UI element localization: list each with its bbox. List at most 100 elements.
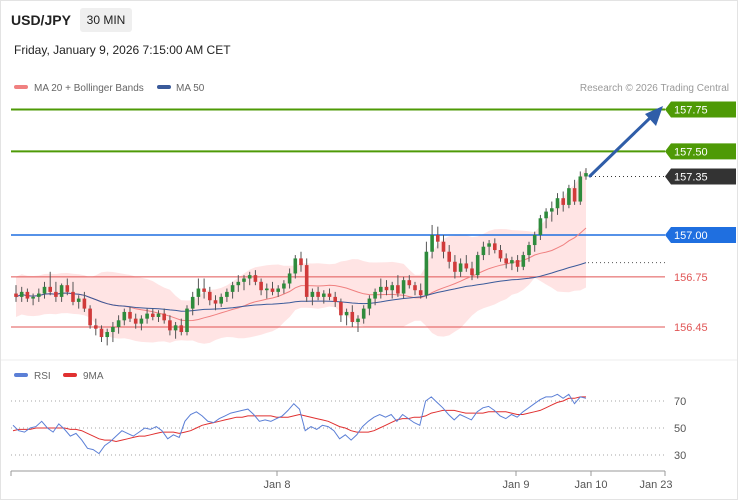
candle: [578, 171, 583, 205]
x-axis-labels: Jan 8 Jan 9 Jan 10 Jan 23: [10, 471, 673, 491]
candle: [379, 278, 383, 299]
candle: [356, 315, 360, 333]
candle: [236, 275, 241, 292]
candle: [151, 308, 155, 321]
candle: [481, 241, 486, 261]
candle: [31, 293, 35, 306]
candle: [190, 291, 195, 316]
candle: [464, 255, 469, 272]
candle: [561, 191, 565, 212]
symbol-title: USD/JPY: [11, 12, 71, 28]
candle: [441, 235, 446, 259]
level-156-75-label: 156.75: [674, 272, 708, 284]
candle: [498, 245, 503, 262]
candle: [584, 168, 588, 180]
level-157-00-tag: 157.00: [665, 227, 736, 243]
candle: [293, 255, 298, 279]
candle: [384, 280, 389, 296]
candle: [413, 281, 417, 296]
candle: [59, 283, 64, 302]
candle: [196, 278, 201, 306]
bollinger-band: [16, 168, 586, 344]
x-axis-label: Jan 10: [574, 479, 607, 491]
candle: [179, 318, 184, 336]
candle: [276, 285, 280, 297]
x-axis-label: Jan 9: [503, 479, 530, 491]
bollinger-band-area: [16, 168, 586, 344]
level-157-75-tag: 157.75: [665, 101, 736, 118]
candle: [19, 286, 24, 302]
candle: [71, 281, 75, 306]
candle: [202, 278, 206, 299]
ma50-legend-swatch: [157, 85, 171, 89]
ma20-legend-swatch: [14, 85, 28, 89]
chart-datetime: Friday, January 9, 2026 7:15:00 AM CET: [14, 43, 231, 57]
candle: [532, 231, 537, 252]
candle: [396, 275, 400, 297]
ma20-legend-label: MA 20 + Bollinger Bands: [34, 83, 144, 94]
rsi-ma-line: [12, 396, 586, 443]
candle: [287, 268, 292, 289]
candle: [156, 310, 161, 322]
candle: [493, 238, 497, 254]
candle: [550, 201, 554, 222]
candle: [173, 321, 178, 339]
candle: [99, 325, 104, 343]
level-157-75-label: 157.75: [674, 105, 708, 117]
candle: [373, 288, 377, 306]
rsi-line: [12, 393, 587, 455]
candle: [111, 321, 115, 343]
candle: [304, 258, 309, 302]
candle: [139, 315, 144, 331]
candle: [447, 245, 451, 269]
candle: [185, 305, 189, 336]
candle: [42, 281, 47, 299]
candle: [14, 285, 18, 302]
candle: [344, 308, 349, 326]
timeframe-button[interactable]: 30 MIN: [80, 8, 132, 32]
ma50-legend-label: MA 50: [176, 83, 205, 94]
candle: [94, 318, 98, 336]
candle: [424, 241, 429, 299]
candle: [316, 286, 320, 301]
candle: [567, 184, 571, 209]
candle: [430, 224, 434, 259]
candle: [407, 275, 412, 289]
candle: [572, 179, 577, 205]
candle: [327, 288, 332, 301]
candle: [487, 240, 491, 256]
candle: [475, 251, 480, 279]
candle: [162, 308, 166, 324]
ma50-line: [15, 262, 587, 312]
level-157-50-tag: 157.50: [665, 143, 736, 160]
price-level-labels: 157.75 157.50 157.35 157.00 156.75 156.45: [665, 101, 736, 334]
projection-arrow: [588, 106, 663, 178]
candle: [116, 315, 121, 334]
x-axis-label: Jan 8: [264, 479, 291, 491]
price-levels: [11, 108, 665, 328]
header-bar: USD/JPY 30 MIN: [1, 1, 737, 37]
candle: [247, 271, 252, 286]
rsi-panel: 70 50 30: [11, 393, 686, 462]
candle: [504, 253, 508, 269]
level-157-35-tag: 157.35: [665, 168, 736, 185]
candle: [133, 313, 138, 329]
candle: [253, 270, 258, 286]
candle: [515, 255, 520, 272]
rsi-tick-label: 30: [674, 450, 686, 462]
candle: [299, 251, 303, 272]
rsi-ma-legend-swatch: [63, 373, 77, 377]
candle: [470, 261, 474, 281]
candle: [270, 281, 275, 296]
candle: [105, 328, 109, 346]
candle: [390, 281, 394, 299]
candle: [527, 241, 531, 262]
candle: [555, 193, 560, 215]
candle: [361, 305, 366, 324]
candle: [219, 293, 223, 307]
candle: [310, 288, 315, 306]
candle: [145, 308, 149, 324]
research-credit: Research © 2026 Trading Central: [580, 83, 729, 94]
